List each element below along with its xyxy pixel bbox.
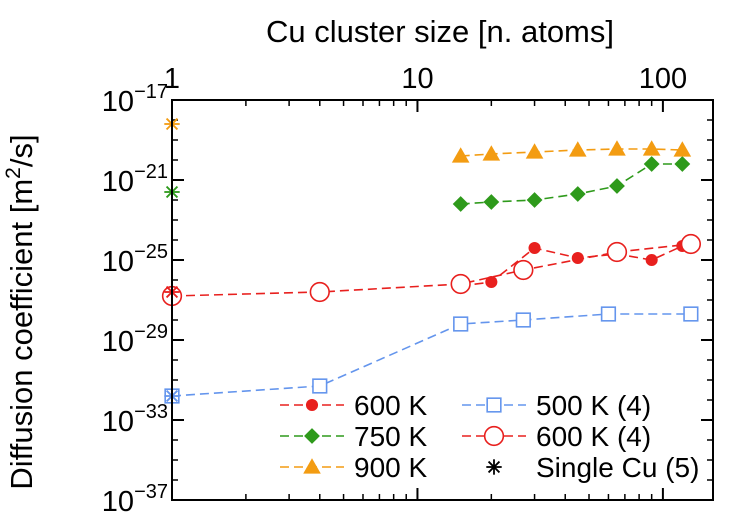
y-axis-label-sup: 2 xyxy=(2,167,25,179)
data-point xyxy=(568,141,587,157)
data-point xyxy=(600,306,617,322)
data-point xyxy=(643,156,660,172)
legend-marker xyxy=(304,428,320,444)
data-point xyxy=(515,312,531,328)
y-axis-label-prefix: Diffusion coefficient [m xyxy=(4,179,39,490)
y-tick-base: 10 xyxy=(102,326,134,358)
y-tick-exponent: −33 xyxy=(134,401,168,423)
data-point xyxy=(451,147,470,163)
series-600-k xyxy=(454,239,689,293)
data-point xyxy=(309,281,330,303)
legend-marker xyxy=(486,397,502,413)
y-tick-label: 10−33 xyxy=(102,401,168,438)
legend-label: Single Cu (5) xyxy=(536,452,699,483)
series-line xyxy=(171,313,691,397)
data-point xyxy=(513,259,534,281)
data-point xyxy=(453,316,469,332)
series-600-k-4- xyxy=(161,233,702,307)
y-tick-exponent: −25 xyxy=(134,241,168,263)
data-point xyxy=(683,306,699,322)
y-tick-label: 10−25 xyxy=(102,241,168,278)
legend-item: 750 K xyxy=(280,421,427,452)
y-tick-exponent: −37 xyxy=(134,481,168,503)
legend-item: 600 K (4) xyxy=(462,421,651,452)
data-point xyxy=(673,141,692,157)
x-tick-label: 100 xyxy=(639,63,687,95)
y-tick-label: 10−21 xyxy=(102,161,168,198)
data-point xyxy=(569,186,586,202)
y-tick-label: 10−17 xyxy=(102,81,168,118)
data-point xyxy=(571,251,584,265)
y-axis-label-group: Diffusion coefficient [m2/s] xyxy=(2,134,39,489)
series-layer xyxy=(161,116,702,404)
y-tick-exponent: −29 xyxy=(134,321,168,343)
data-point xyxy=(645,253,658,267)
legend-label: 600 K xyxy=(354,390,427,421)
series-750-k xyxy=(452,156,691,212)
y-axis-label-suffix: /s] xyxy=(4,134,39,167)
legend-item: Single Cu (5) xyxy=(486,452,699,483)
data-point xyxy=(483,194,500,210)
y-tick-label: 10−37 xyxy=(102,481,168,514)
legend-marker xyxy=(483,425,505,447)
data-point xyxy=(674,156,691,172)
y-tick-base: 10 xyxy=(102,246,134,278)
data-point xyxy=(526,192,543,208)
data-point xyxy=(525,143,544,159)
legend-marker xyxy=(486,459,502,475)
x-tick-label: 1 xyxy=(164,63,180,95)
data-point xyxy=(312,378,328,394)
data-point xyxy=(452,196,469,212)
asterisk-stroke xyxy=(487,460,501,474)
y-tick-label: 10−29 xyxy=(102,321,168,358)
y-tick-base: 10 xyxy=(102,406,134,438)
data-point xyxy=(482,145,501,161)
data-point xyxy=(528,241,541,255)
legend-item: 600 K xyxy=(280,390,427,421)
data-point xyxy=(606,241,628,263)
data-point xyxy=(608,140,626,156)
series-900-k xyxy=(451,140,692,163)
legend-label: 600 K (4) xyxy=(536,421,651,452)
legend-marker xyxy=(305,398,319,412)
y-tick-exponent: −17 xyxy=(134,81,168,103)
legend-label: 900 K xyxy=(354,452,427,483)
data-point xyxy=(450,273,471,295)
legend-label: 750 K xyxy=(354,421,427,452)
data-point xyxy=(642,140,661,156)
y-axis-label: Diffusion coefficient [m2/s] xyxy=(2,134,39,489)
legend-item: 500 K (4) xyxy=(462,390,651,421)
data-point xyxy=(609,178,625,194)
data-point xyxy=(680,233,702,255)
y-tick-base: 10 xyxy=(102,86,134,118)
legend-item: 900 K xyxy=(280,452,427,483)
legend-label: 500 K (4) xyxy=(536,390,651,421)
data-point xyxy=(485,275,498,289)
y-tick-exponent: −21 xyxy=(134,161,168,183)
x-tick-label: 10 xyxy=(401,63,433,95)
series-500-k-4- xyxy=(164,306,699,404)
y-tick-base: 10 xyxy=(102,166,134,198)
x-axis-label: Cu cluster size [n. atoms] xyxy=(266,14,614,49)
legend: 600 K 500 K (4) 750 K 600 K (4) 900 K Single … xyxy=(280,390,699,483)
y-tick-base: 10 xyxy=(102,486,134,514)
legend-marker xyxy=(303,458,321,474)
plot-frame xyxy=(171,99,714,501)
